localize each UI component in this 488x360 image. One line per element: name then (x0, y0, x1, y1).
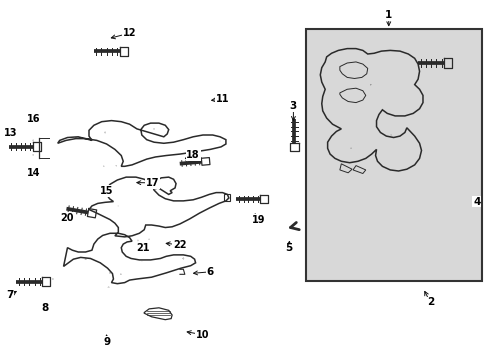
Text: 15: 15 (100, 186, 113, 196)
Text: 16: 16 (26, 114, 40, 124)
Text: 2: 2 (426, 297, 433, 307)
Text: 12: 12 (122, 28, 136, 38)
Text: 17: 17 (145, 178, 159, 188)
Text: 3: 3 (289, 101, 296, 111)
Text: 22: 22 (173, 240, 186, 250)
Text: 19: 19 (251, 215, 264, 225)
Text: 7: 7 (6, 290, 14, 300)
Text: 4: 4 (472, 197, 480, 207)
Text: 9: 9 (103, 337, 110, 347)
Text: 6: 6 (206, 267, 213, 277)
Text: 10: 10 (196, 330, 209, 340)
Bar (305, 29, 481, 281)
Text: 21: 21 (136, 243, 149, 253)
Text: 14: 14 (26, 168, 40, 178)
Text: 8: 8 (41, 303, 48, 313)
Text: 20: 20 (61, 213, 74, 223)
Text: 5: 5 (285, 243, 291, 253)
Text: 11: 11 (215, 94, 229, 104)
Text: 13: 13 (4, 128, 18, 138)
Text: 1: 1 (385, 10, 391, 20)
Text: 18: 18 (186, 150, 200, 160)
